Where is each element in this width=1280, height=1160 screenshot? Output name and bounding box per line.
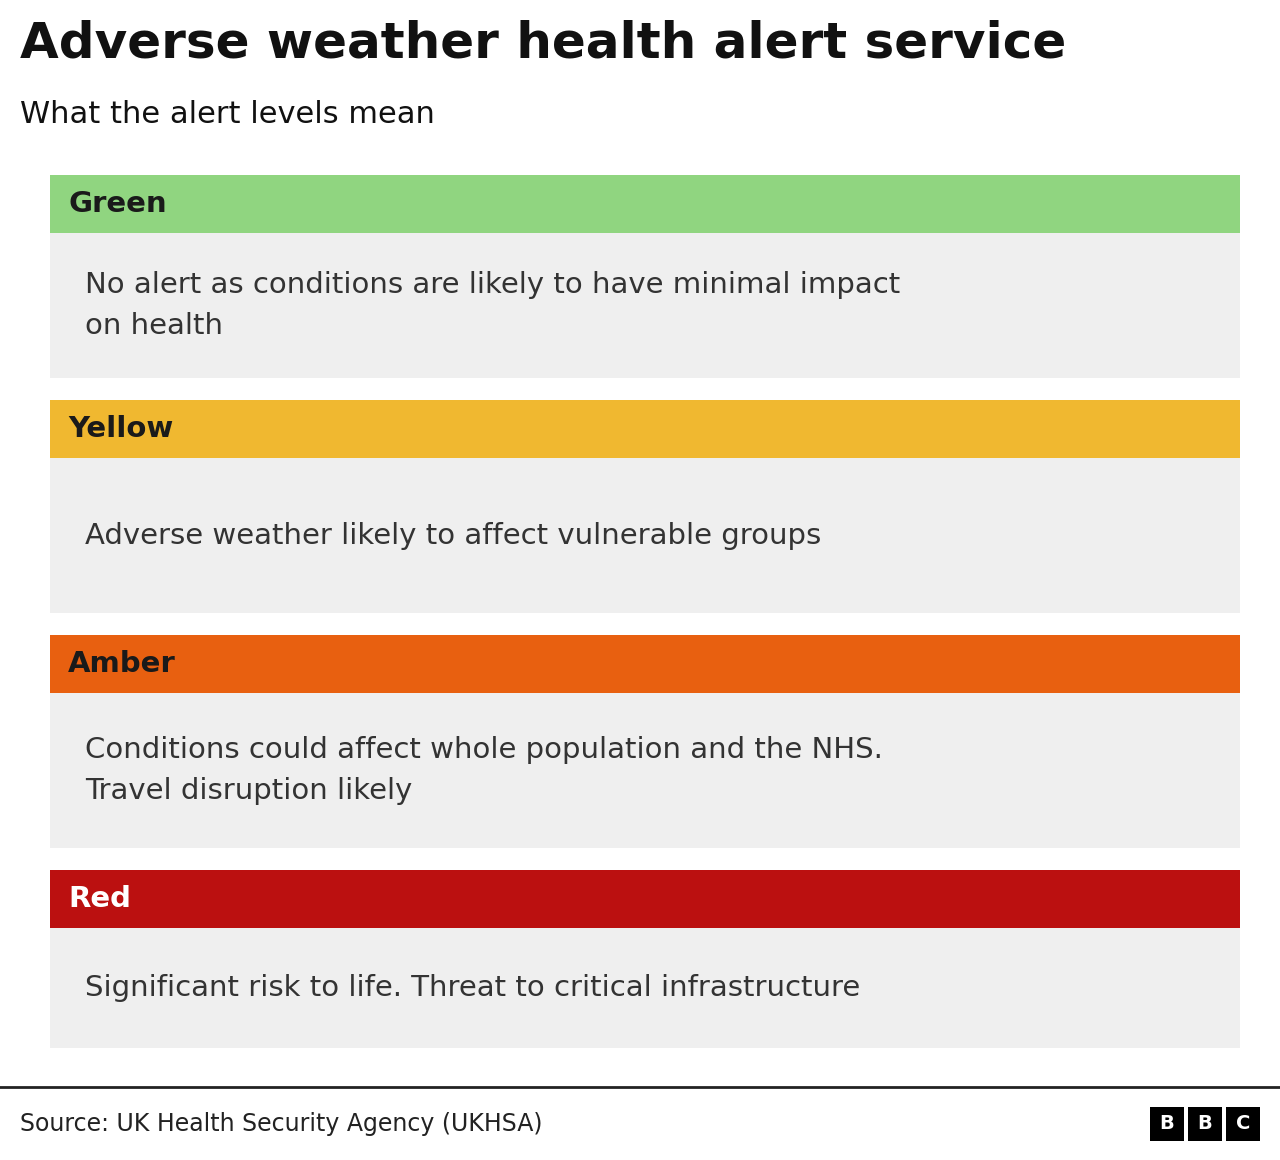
FancyBboxPatch shape <box>1149 1107 1184 1140</box>
FancyBboxPatch shape <box>50 693 1240 848</box>
FancyBboxPatch shape <box>50 635 1240 693</box>
FancyBboxPatch shape <box>50 400 1240 458</box>
Text: Conditions could affect whole population and the NHS.
Travel disruption likely: Conditions could affect whole population… <box>84 735 883 805</box>
FancyBboxPatch shape <box>0 1087 1280 1160</box>
Text: Red: Red <box>68 885 131 913</box>
Text: Yellow: Yellow <box>68 415 173 443</box>
FancyBboxPatch shape <box>1188 1107 1222 1140</box>
FancyBboxPatch shape <box>50 458 1240 612</box>
Text: B: B <box>1198 1114 1212 1133</box>
Text: What the alert levels mean: What the alert levels mean <box>20 100 435 129</box>
Text: Source: UK Health Security Agency (UKHSA): Source: UK Health Security Agency (UKHSA… <box>20 1111 543 1136</box>
Text: B: B <box>1160 1114 1174 1133</box>
Text: Adverse weather health alert service: Adverse weather health alert service <box>20 20 1066 68</box>
Text: Significant risk to life. Threat to critical infrastructure: Significant risk to life. Threat to crit… <box>84 974 860 1002</box>
Text: Green: Green <box>68 190 166 218</box>
Text: Amber: Amber <box>68 650 175 677</box>
FancyBboxPatch shape <box>50 928 1240 1047</box>
FancyBboxPatch shape <box>1226 1107 1260 1140</box>
FancyBboxPatch shape <box>50 870 1240 928</box>
Text: No alert as conditions are likely to have minimal impact
on health: No alert as conditions are likely to hav… <box>84 271 900 340</box>
Text: C: C <box>1235 1114 1251 1133</box>
FancyBboxPatch shape <box>50 175 1240 233</box>
FancyBboxPatch shape <box>50 233 1240 378</box>
Text: Adverse weather likely to affect vulnerable groups: Adverse weather likely to affect vulnera… <box>84 522 822 550</box>
